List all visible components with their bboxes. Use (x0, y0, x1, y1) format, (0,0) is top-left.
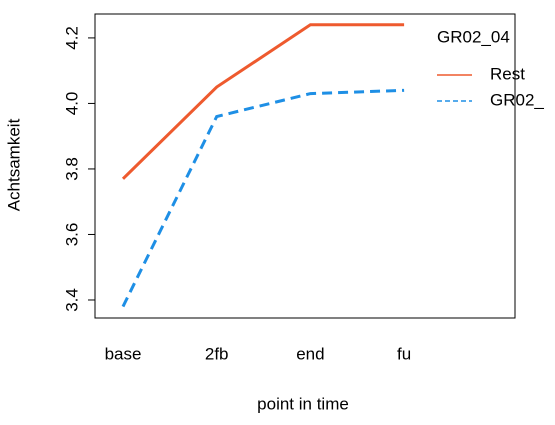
x-tick-label: base (105, 344, 142, 363)
x-tick-label: 2fb (205, 344, 229, 363)
legend-title: GR02_04 (437, 27, 510, 46)
series-line (121, 88, 405, 308)
y-tick-label: 3.8 (62, 157, 81, 181)
series-line (121, 23, 405, 180)
x-tick-label: end (296, 344, 324, 363)
y-tick-label: 4.0 (62, 92, 81, 116)
y-tick-label: 3.6 (62, 223, 81, 247)
y-axis-title: Achtsamkeit (4, 118, 23, 211)
x-axis-title: point in time (257, 394, 349, 413)
plot-frame (94, 13, 516, 319)
x-tick-label: fu (397, 344, 411, 363)
y-tick-label: 4.2 (62, 26, 81, 50)
legend-label: GR02_ (490, 90, 544, 109)
legend-label: Rest (490, 64, 525, 83)
y-tick-label: 3.4 (62, 288, 81, 312)
